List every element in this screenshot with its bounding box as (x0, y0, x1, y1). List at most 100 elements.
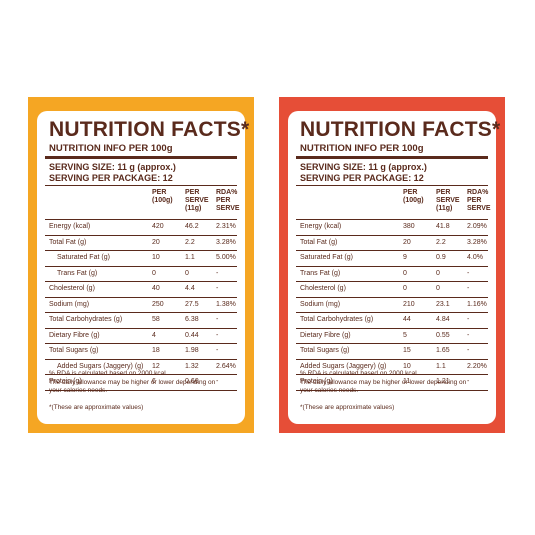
nutrition-card: NUTRITION FACTS* NUTRITION INFO PER 100g… (288, 111, 500, 424)
table-row: Saturated Fat (g) 9 0.9 4.0% (296, 251, 488, 267)
header-rda: RDA% PER SERVE (216, 189, 240, 213)
value-rda: 2.31% (216, 223, 236, 230)
value-per-serve: 1.32 (185, 362, 199, 370)
table-row: Saturated Fat (g) 10 1.1 5.00% (45, 251, 237, 267)
value-per-serve: 27.5 (185, 300, 199, 308)
header-text: PER (152, 189, 167, 196)
table-row: Total Carbohydrates (g) 58 6.38 - (45, 313, 237, 329)
value-per-serve: 0 (185, 269, 189, 277)
header-text: SERVE (185, 197, 209, 204)
value-rda: - (467, 378, 470, 385)
header-text: (11g) (185, 205, 202, 212)
value-rda: 2.64% (216, 362, 236, 370)
value-rda: - (467, 347, 470, 354)
value-rda: - (216, 269, 219, 277)
table-row: Total Sugars (g) 18 1.98 - (45, 344, 237, 360)
table-row: Total Fat (g) 20 2.2 3.28% (45, 236, 237, 251)
value-per-serve: 0.55 (436, 331, 450, 339)
table-row: Sodium (mg) 210 23.1 1.16% (296, 298, 488, 313)
value-per-serve: 4.4 (185, 285, 195, 292)
value-per100: 0 (403, 285, 407, 292)
value-per100: 0 (403, 269, 407, 277)
value-per100: 10 (403, 362, 411, 370)
serving-size: SERVING SIZE: 11 g (approx.) (49, 162, 176, 172)
value-per-serve: 0.44 (185, 331, 199, 339)
value-per-serve: 0.66 (185, 378, 199, 385)
footnote-allowance: The daily allowance may be higher or low… (300, 379, 467, 386)
header-text: SERVE (467, 205, 491, 212)
table-row: Total Sugars (g) 15 1.65 - (296, 344, 488, 360)
value-per100: 20 (403, 238, 411, 246)
value-per100: 0 (152, 269, 156, 277)
header-text: PER (467, 197, 482, 204)
value-per100: 15 (403, 347, 411, 354)
nutrient-name: Total Fat (g) (49, 238, 87, 246)
header-per-serve: PER SERVE (11g) (436, 189, 460, 213)
value-per-serve: 41.8 (436, 223, 450, 230)
table-row: Dietary Fibre (g) 5 0.55 - (296, 329, 488, 344)
value-per-serve: 1.1 (436, 362, 446, 370)
serving-per-package: SERVING PER PACKAGE: 12 (300, 173, 424, 183)
nutrient-name: Energy (kcal) (49, 223, 91, 230)
nutrition-subtitle: NUTRITION INFO PER 100g (49, 143, 173, 154)
nutrient-name: Added Sugars (Jaggery) (g) (300, 362, 387, 370)
value-per-serve: 46.2 (185, 223, 199, 230)
header-text: SERVE (216, 205, 240, 212)
nutrient-name: Trans Fat (g) (300, 269, 341, 277)
value-per-serve: 0 (436, 285, 440, 292)
value-per100: 420 (152, 223, 164, 230)
table-row: Cholesterol (g) 40 4.4 - (45, 282, 237, 298)
divider (45, 156, 237, 159)
header-text: (100g) (152, 197, 173, 204)
value-per100: 380 (403, 223, 415, 230)
value-per100: 58 (152, 316, 160, 323)
table-row: Dietary Fibre (g) 4 0.44 - (45, 329, 237, 344)
value-per-serve: 1.21 (436, 378, 450, 385)
value-per-serve: 2.2 (185, 238, 195, 246)
footnote-calories: your calories needs. (300, 387, 359, 394)
header-per-serve: PER SERVE (11g) (185, 189, 209, 213)
header-per100: PER (100g) (403, 189, 424, 205)
value-per-serve: 0.9 (436, 254, 446, 261)
table-row: Energy (kcal) 380 41.8 2.09% (296, 219, 488, 236)
nutrient-name: Trans Fat (g) (57, 269, 98, 277)
value-per100: 6 (152, 378, 156, 385)
value-per-serve: 0 (436, 269, 440, 277)
header-text: PER (185, 189, 200, 196)
nutrient-name: Saturated Fat (g) (57, 254, 110, 261)
value-per100: 210 (403, 300, 415, 308)
value-per100: 11 (403, 378, 411, 385)
nutrient-name: Protein (g) (300, 378, 333, 385)
value-per100: 9 (403, 254, 407, 261)
nutrient-name: Total Sugars (g) (300, 347, 350, 354)
value-rda: 1.16% (467, 300, 487, 308)
serving-size: SERVING SIZE: 11 g (approx.) (300, 162, 427, 172)
nutrient-name: Total Fat (g) (300, 238, 338, 246)
nutrient-name: Total Sugars (g) (49, 347, 99, 354)
nutrition-panel-right: NUTRITION FACTS* NUTRITION INFO PER 100g… (279, 97, 505, 433)
table-row: Trans Fat (g) 0 0 - (45, 267, 237, 282)
table-row: Sodium (mg) 250 27.5 1.38% (45, 298, 237, 313)
footnote-calories: your calories needs. (49, 387, 108, 394)
value-per100: 12 (152, 362, 160, 370)
table-row: Protein (g) 11 1.21 - (296, 375, 488, 391)
header-text: PER (403, 189, 418, 196)
nutrient-name: Total Carbohydrates (g) (49, 316, 123, 323)
nutrient-name: Total Carbohydrates (g) (300, 316, 374, 323)
value-rda: - (216, 285, 219, 292)
value-per100: 4 (152, 331, 156, 339)
value-rda: 2.09% (467, 223, 487, 230)
nutrient-name: Cholesterol (g) (300, 285, 346, 292)
header-text: RDA% (216, 189, 238, 196)
nutrition-panel-left: NUTRITION FACTS* NUTRITION INFO PER 100g… (28, 97, 254, 433)
divider (296, 185, 488, 186)
nutrient-name: Energy (kcal) (300, 223, 342, 230)
value-rda: - (467, 316, 470, 323)
value-rda: 5.00% (216, 254, 236, 261)
nutrition-title: NUTRITION FACTS* (49, 118, 250, 141)
nutrient-name: Cholesterol (g) (49, 285, 95, 292)
value-rda: - (467, 285, 470, 292)
divider (296, 156, 488, 159)
value-rda: 2.20% (467, 362, 487, 370)
nutrient-name: Sodium (mg) (49, 300, 90, 308)
